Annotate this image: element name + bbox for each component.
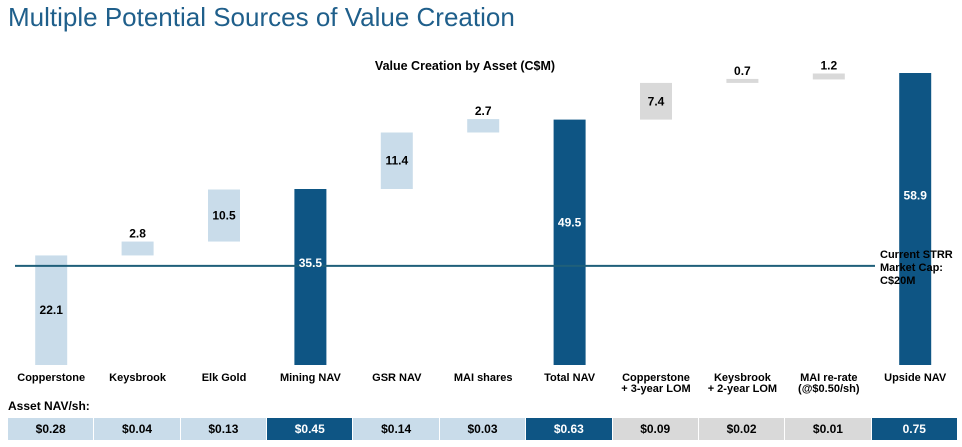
bar-copperstone-3-year-lom bbox=[640, 82, 672, 120]
waterfall-chart: Value Creation by Asset (C$M) Current ST… bbox=[15, 58, 953, 395]
category-label-mai-shares: MAI shares bbox=[454, 372, 513, 384]
bars-layer bbox=[35, 73, 932, 366]
bar-copperstone bbox=[35, 255, 68, 365]
nav-cell-keysbrook-2-year-lom: $0.02 bbox=[698, 418, 786, 440]
category-label-keysbrook-2-year-lom: Keysbrook + 2-year LOM bbox=[708, 372, 777, 395]
value-label-mai-shares: 2.7 bbox=[475, 104, 492, 118]
category-label-keysbrook: Keysbrook bbox=[109, 372, 167, 384]
nav-cell-elk-gold: $0.13 bbox=[180, 418, 268, 440]
value-label-total-nav: 49.5 bbox=[558, 216, 582, 230]
nav-cell-copperstone: $0.28 bbox=[8, 418, 95, 440]
value-label-mai-re-rate-0-50-sh: 1.2 bbox=[820, 58, 837, 72]
bar-mai-shares bbox=[467, 119, 500, 133]
page-title: Multiple Potential Sources of Value Crea… bbox=[8, 2, 515, 32]
bar-keysbrook bbox=[121, 241, 154, 256]
category-label-mining-nav: Mining NAV bbox=[280, 372, 342, 384]
bar-mai-re-rate-0-50-sh bbox=[812, 73, 845, 80]
category-label-upside-nav: Upside NAV bbox=[884, 372, 947, 384]
nav-cell-upside-nav: 0.75 bbox=[871, 418, 958, 440]
nav-cell-mining-nav: $0.45 bbox=[267, 418, 354, 440]
value-labels-layer: 22.1 2.8 10.5 35.5 11.4 2.7 49.5 7.4 0.7 1.2 58.9 bbox=[40, 58, 928, 317]
nav-cell-keysbrook: $0.04 bbox=[94, 418, 181, 440]
nav-cell-gsr-nav: $0.14 bbox=[353, 418, 440, 440]
reference-line-layer: Current STRR Market Cap: C$20M bbox=[15, 249, 953, 287]
bar-keysbrook-2-year-lom bbox=[726, 78, 759, 83]
nav-cell-mai-shares: $0.03 bbox=[439, 418, 527, 440]
category-label-gsr-nav: GSR NAV bbox=[372, 372, 422, 384]
bar-mining-nav bbox=[294, 189, 327, 365]
asset-nav-table: $0.28 $0.04 $0.13 $0.45 $0.14 $0.03 $0.63 $0.09… bbox=[8, 418, 958, 440]
value-label-keysbrook-2-year-lom: 0.7 bbox=[734, 64, 751, 78]
value-label-elk-gold: 10.5 bbox=[212, 209, 236, 223]
category-label-copperstone-3-year-lom: Copperstone + 3-year LOM bbox=[621, 372, 690, 395]
value-label-copperstone: 22.1 bbox=[40, 303, 64, 317]
chart-title: Value Creation by Asset (C$M) bbox=[375, 59, 555, 73]
category-label-mai-re-rate-0-50-sh: MAI re-rate (@$0.50/sh) bbox=[798, 372, 860, 395]
category-label-elk-gold: Elk Gold bbox=[202, 372, 247, 384]
value-label-gsr-nav: 11.4 bbox=[385, 154, 408, 168]
category-label-total-nav: Total NAV bbox=[544, 372, 596, 384]
nav-cell-total-nav: $0.63 bbox=[526, 418, 613, 440]
bar-elk-gold bbox=[208, 189, 240, 242]
market-cap-label: Current STRR Market Cap: C$20M bbox=[880, 249, 953, 287]
bar-gsr-nav bbox=[380, 132, 413, 190]
bar-upside-nav bbox=[899, 73, 932, 365]
value-label-mining-nav: 35.5 bbox=[299, 256, 323, 270]
nav-cell-mai-re-rate-0-50-sh: $0.01 bbox=[785, 418, 872, 440]
asset-nav-label: Asset NAV/sh: bbox=[8, 399, 90, 413]
bar-total-nav bbox=[553, 119, 586, 366]
category-labels-layer: Copperstone Keysbrook Elk Gold Mining NAV GS… bbox=[17, 372, 947, 395]
category-label-copperstone: Copperstone bbox=[17, 372, 85, 384]
value-label-copperstone-3-year-lom: 7.4 bbox=[648, 94, 665, 108]
value-label-keysbrook: 2.8 bbox=[129, 227, 146, 241]
nav-cell-copperstone-3-year-lom: $0.09 bbox=[612, 418, 699, 440]
value-label-upside-nav: 58.9 bbox=[904, 189, 928, 203]
